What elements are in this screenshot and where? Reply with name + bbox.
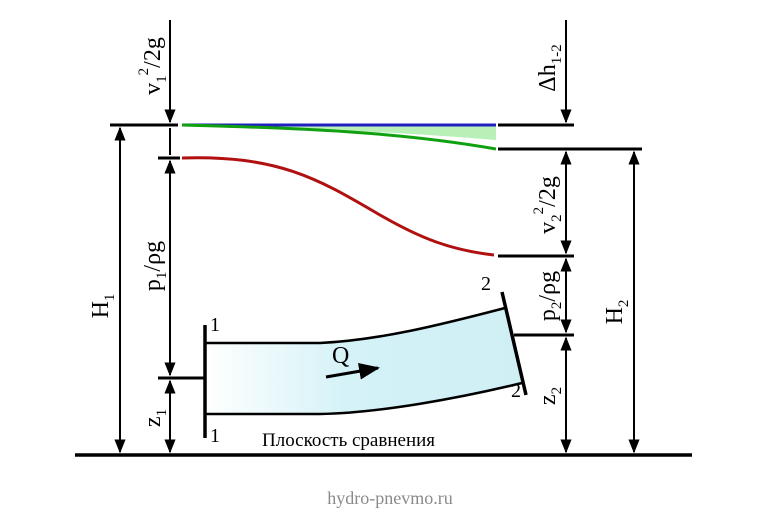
label-p1-head: p1/ρg — [140, 241, 170, 291]
label-dh-loss: Δh1-2 — [535, 44, 565, 91]
label-section-1-top: 1 — [210, 314, 220, 336]
pipe-top-wall — [205, 306, 506, 345]
loss-area — [182, 125, 496, 140]
piezometric-line — [181, 156, 495, 257]
label-z1: z1 — [140, 409, 170, 427]
svg-text:v12/2g: v12/2g — [136, 37, 170, 95]
energy-grade-line — [181, 123, 497, 151]
label-p2-head: p2/ρg — [535, 271, 565, 321]
label-H2: H2 — [602, 300, 632, 325]
pipe-bottom-wall — [205, 381, 523, 416]
label-reference-plane: Плоскость сравнения — [262, 430, 435, 451]
svg-text:p2/ρg: p2/ρg — [535, 271, 565, 321]
pipe-body — [205, 308, 522, 414]
label-section-2-bottom: 2 — [511, 380, 521, 402]
svg-text:z2: z2 — [535, 387, 565, 405]
flow-arrow — [325, 362, 381, 380]
label-z2: z2 — [535, 387, 565, 405]
svg-text:H2: H2 — [602, 300, 632, 325]
section-2-line — [500, 291, 528, 396]
label-section-1-bottom: 1 — [210, 425, 220, 447]
label-v2-head: v22/2g — [531, 176, 565, 234]
watermark: hydro-pnevmo.ru — [327, 488, 452, 508]
svg-text:Δh1-2: Δh1-2 — [535, 44, 565, 91]
label-section-2-top: 2 — [481, 273, 491, 295]
svg-text:z1: z1 — [140, 409, 170, 427]
label-H1: H1 — [88, 294, 118, 319]
svg-text:v22/2g: v22/2g — [531, 176, 565, 234]
svg-text:p1/ρg: p1/ρg — [140, 241, 170, 291]
label-flow: Q — [332, 343, 349, 369]
svg-text:H1: H1 — [88, 294, 118, 319]
label-v1-head: v12/2g — [136, 37, 170, 95]
